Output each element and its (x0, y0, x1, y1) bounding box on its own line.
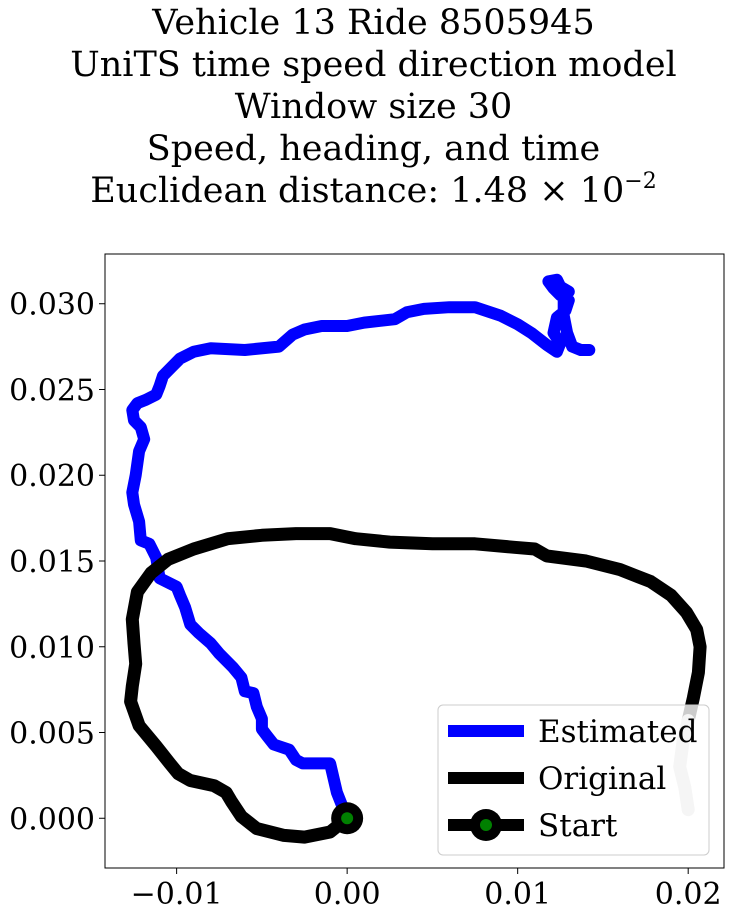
y-tick-label: 0.010 (9, 631, 95, 666)
x-tick-label: 0.00 (314, 877, 381, 912)
series-line-estimated (126, 273, 596, 825)
chart-title: Vehicle 13 Ride 8505945 UniTS time speed… (0, 2, 747, 212)
y-tick-label: 0.030 (9, 288, 95, 323)
y-tick-label: 0.005 (9, 717, 95, 752)
legend-start-marker-inner (480, 819, 492, 831)
title-line-2: UniTS time speed direction model (70, 45, 677, 85)
y-tick-label: 0.020 (9, 459, 95, 494)
x-tick-label: 0.02 (655, 877, 722, 912)
title-line-3: Window size 30 (234, 87, 513, 127)
title-line-4: Speed, heading, and time (146, 129, 601, 169)
title-distance-text: Euclidean distance: 1.48 × 10 (90, 171, 625, 211)
title-line-1: Vehicle 13 Ride 8505945 (152, 3, 595, 43)
y-tick-label: 0.025 (9, 373, 95, 408)
y-tick-label: 0.015 (9, 545, 95, 580)
title-exponent: −2 (624, 169, 657, 194)
legend-label: Original (538, 761, 666, 797)
x-tick-label: 0.01 (484, 877, 551, 912)
series-line-original (124, 527, 707, 844)
legend-label: Start (538, 808, 618, 844)
title-line-5: Euclidean distance: 1.48 × 10−2 (0, 170, 747, 212)
start-marker-inner (341, 812, 354, 825)
y-tick-label: 0.000 (9, 802, 95, 837)
legend-label: Estimated (538, 714, 697, 750)
axis-ticks: −0.01 0.00 0.01 0.02 0.000 0.005 0.010 0.015 0.0… (9, 288, 721, 912)
legend-box (437, 704, 710, 856)
x-tick-label: −0.01 (131, 877, 223, 912)
legend: Estimated Original Start (437, 704, 710, 856)
